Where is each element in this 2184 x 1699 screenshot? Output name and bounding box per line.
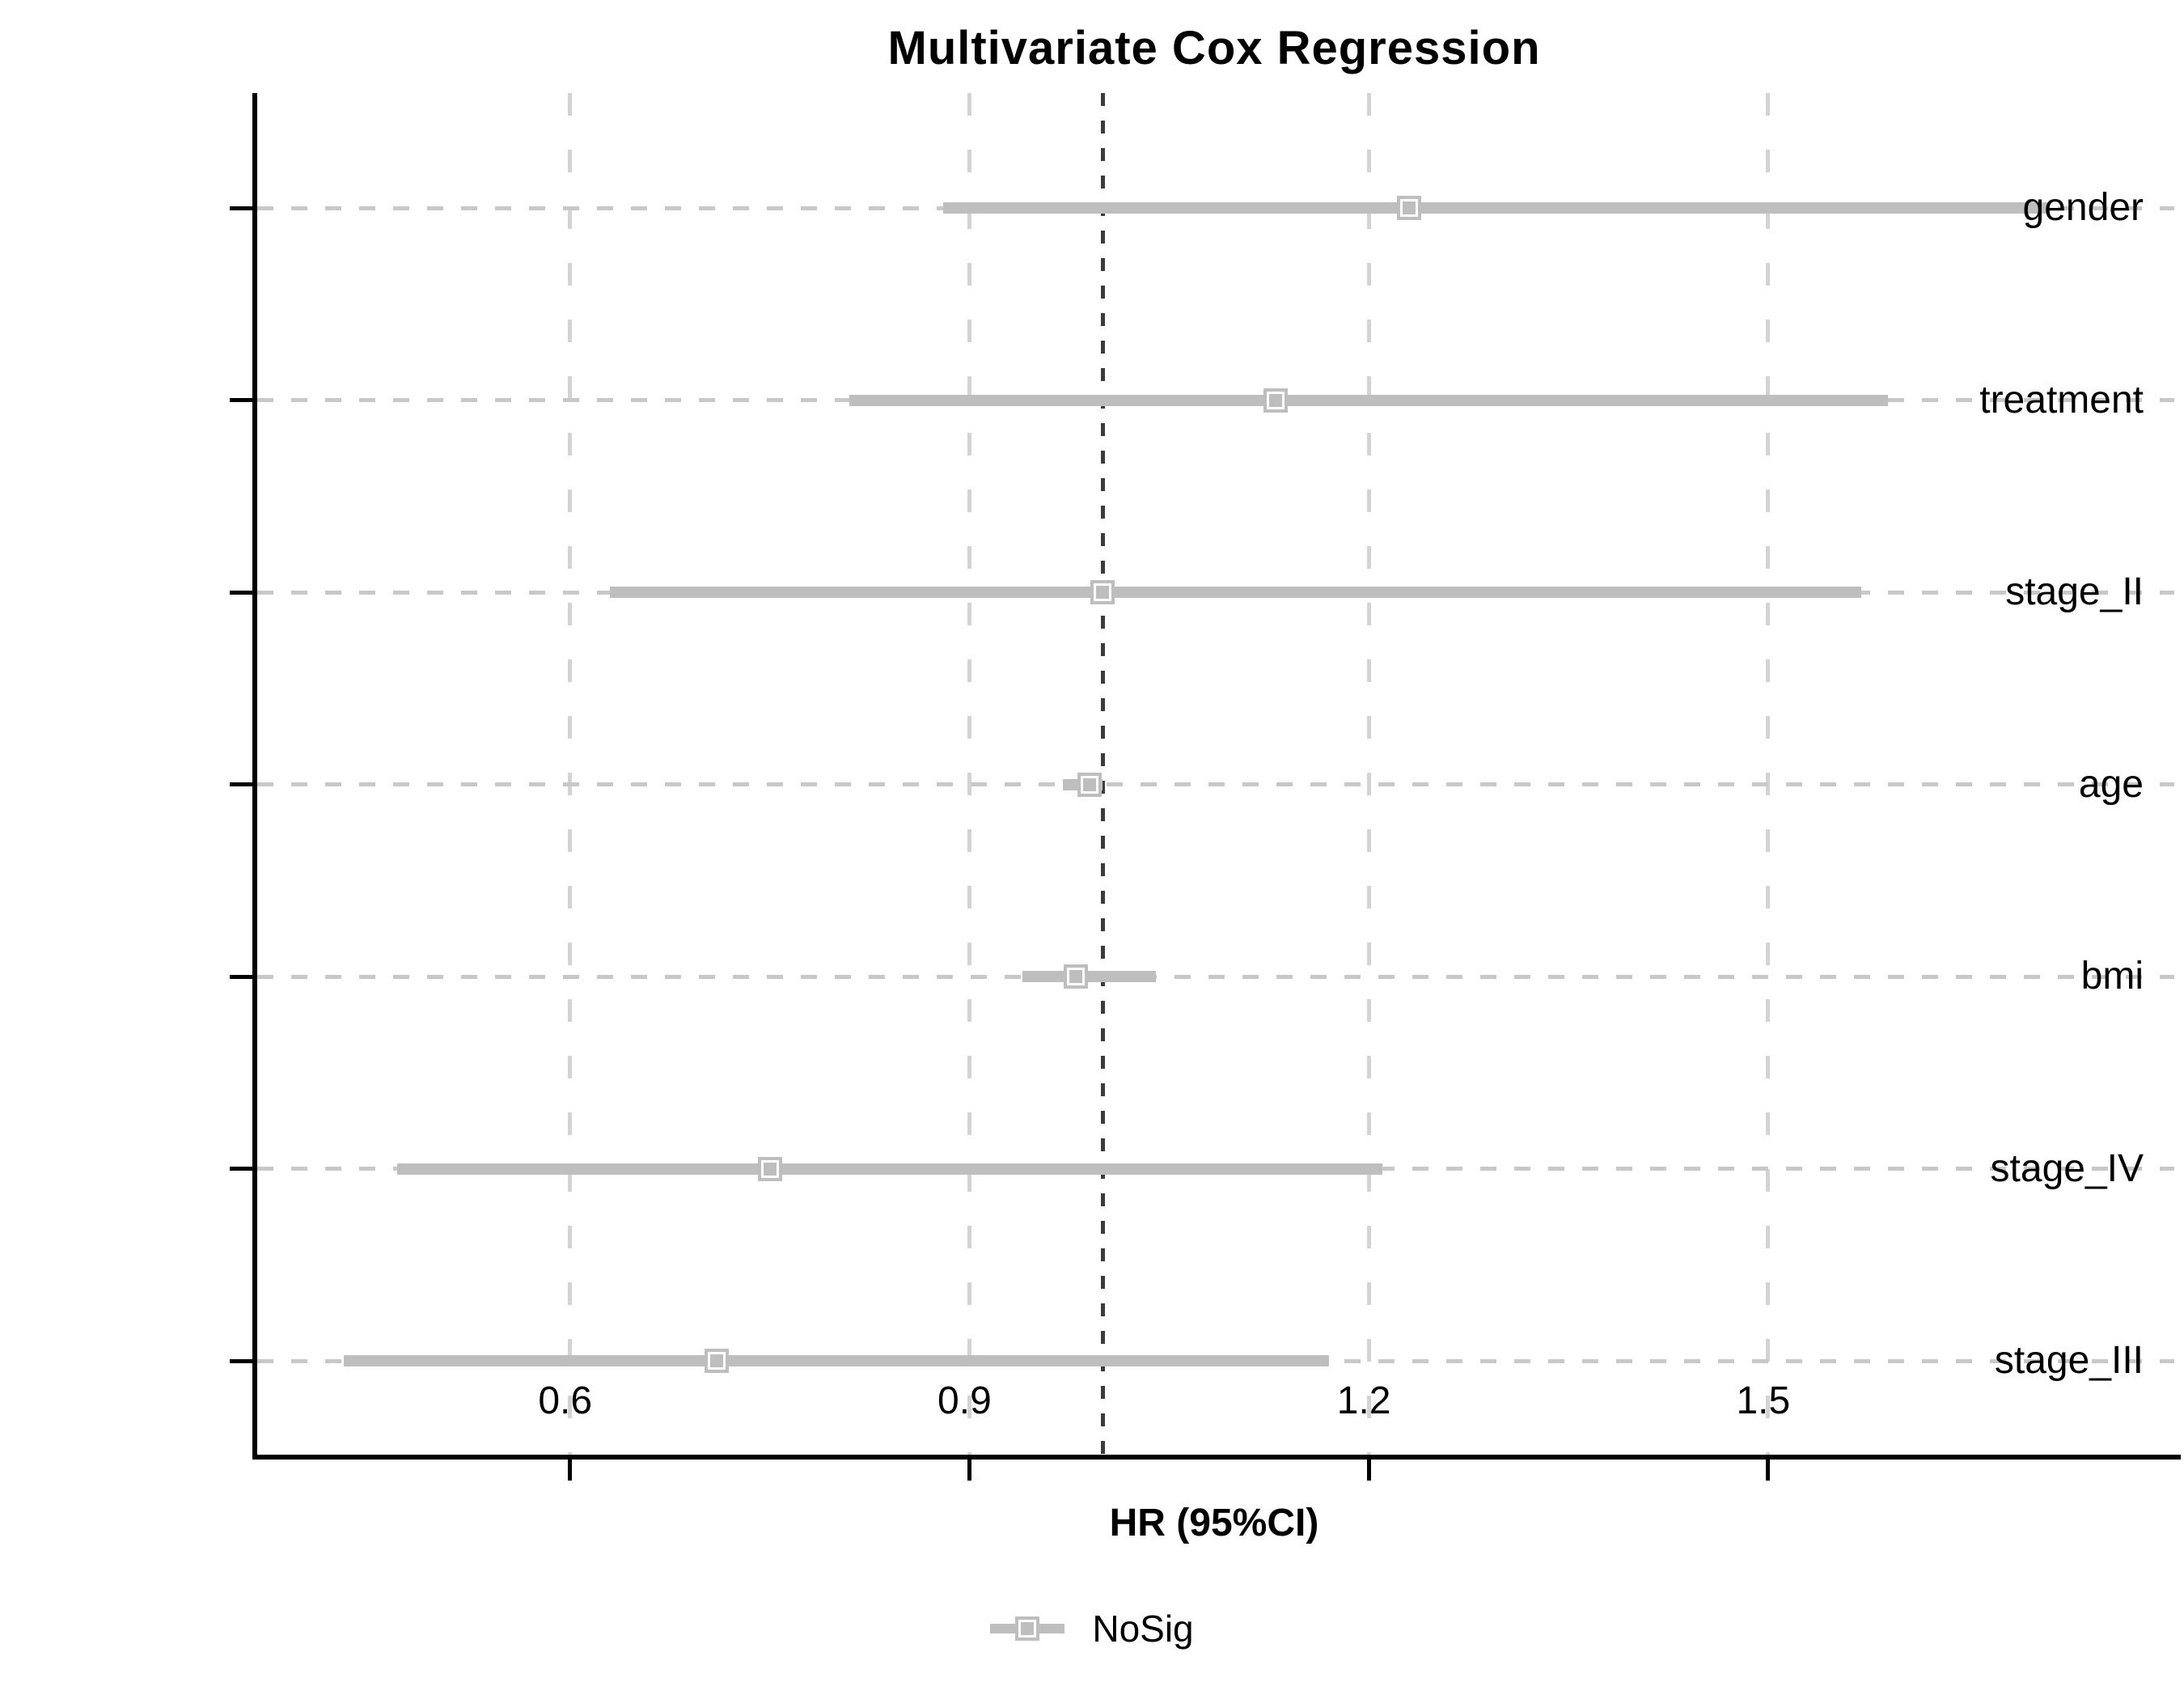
point-marker [1064, 964, 1089, 989]
legend-label: NoSig [1092, 1608, 1194, 1650]
x-axis-tick [1366, 1460, 1371, 1481]
x-axis-tick [967, 1460, 971, 1481]
x-axis-tick [568, 1460, 573, 1481]
point-marker [704, 1349, 729, 1373]
x-tick-label: 1.2 [1336, 1379, 1391, 1422]
x-gridline [568, 93, 573, 1455]
y-axis-tick [230, 205, 252, 210]
x-tick-label: 0.6 [538, 1379, 593, 1422]
y-tick-label: stage_II [2005, 570, 2144, 613]
legend-key [990, 1603, 1065, 1655]
y-tick-label: treatment [1979, 378, 2144, 422]
ci-bar [849, 394, 1888, 406]
legend-square-marker-icon [1015, 1616, 1040, 1641]
reference-line [1100, 93, 1105, 1455]
ci-bar [1022, 971, 1156, 982]
x-axis-tick [1766, 1460, 1771, 1481]
y-tick-label: stage_III [1994, 1339, 2144, 1382]
x-tick-label: 1.5 [1736, 1379, 1791, 1422]
row-gridline [257, 974, 2174, 979]
y-axis-tick [230, 974, 252, 979]
point-marker [1090, 580, 1115, 604]
row-gridline [257, 782, 2174, 786]
ci-bar [396, 1163, 1382, 1175]
point-marker [1263, 388, 1288, 413]
y-tick-label: bmi [2080, 955, 2144, 998]
ci-bar [942, 202, 2048, 214]
y-axis-tick [230, 782, 252, 786]
x-axis-title: HR (95%CI) [1109, 1502, 1319, 1544]
y-axis-tick [230, 1358, 252, 1363]
y-tick-label: gender [2022, 186, 2144, 229]
legend: NoSig [0, 1600, 2184, 1657]
ci-bar [610, 587, 1862, 598]
x-tick-label: 0.9 [938, 1379, 992, 1422]
ci-bar [343, 1355, 1329, 1366]
y-axis-tick [230, 398, 252, 402]
y-axis-tick [230, 1167, 252, 1171]
point-marker [1396, 196, 1421, 220]
x-gridline [1766, 93, 1771, 1455]
y-tick-label: stage_IV [1990, 1146, 2144, 1190]
point-marker [757, 1156, 782, 1181]
x-gridline [1366, 93, 1371, 1455]
y-axis-tick [230, 590, 252, 595]
y-tick-label: age [2078, 762, 2144, 806]
chart-title: Multivariate Cox Regression [887, 22, 1541, 74]
point-marker [1077, 772, 1102, 797]
x-gridline [967, 93, 971, 1455]
